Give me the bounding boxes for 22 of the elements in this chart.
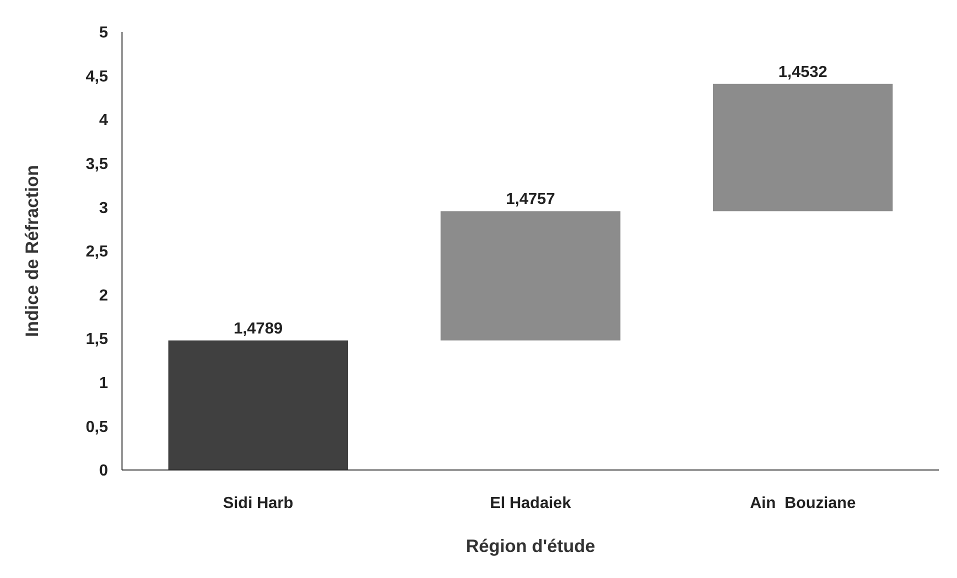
x-tick-label: El Hadaiek bbox=[490, 495, 572, 512]
y-axis-title: Indice de Réfraction bbox=[22, 164, 42, 338]
y-tick-label: 0 bbox=[99, 462, 108, 480]
y-tick-label: 5 bbox=[99, 24, 108, 42]
x-tick-label: Ain Bouziane bbox=[750, 495, 856, 512]
y-tick-label: 1 bbox=[99, 375, 108, 392]
y-tick-label: 3 bbox=[99, 200, 108, 217]
y-tick-label: 1,5 bbox=[86, 331, 108, 348]
bar bbox=[168, 340, 348, 470]
data-label: 1,4757 bbox=[506, 191, 556, 208]
y-tick-label: 2 bbox=[99, 287, 108, 304]
y-tick-label: 2,5 bbox=[86, 244, 108, 261]
x-axis-title: Région d'étude bbox=[466, 536, 596, 556]
data-label: 1,4789 bbox=[234, 320, 283, 338]
bar bbox=[712, 84, 893, 212]
bar bbox=[440, 211, 620, 340]
y-tick-label: 4,5 bbox=[86, 68, 108, 86]
y-tick-label: 3,5 bbox=[86, 156, 108, 173]
data-label: 1,4532 bbox=[778, 64, 828, 81]
y-tick-label: 0,5 bbox=[86, 418, 108, 436]
x-tick-label: Sidi Harb bbox=[223, 495, 294, 512]
y-tick-label: 4 bbox=[99, 112, 108, 130]
